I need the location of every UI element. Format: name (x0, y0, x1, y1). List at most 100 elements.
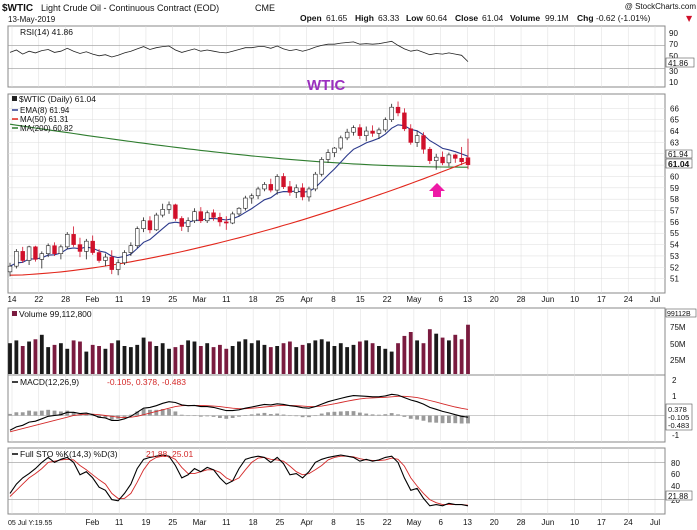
sto-k-line (9, 454, 469, 507)
candle-body (300, 187, 305, 198)
macd-histogram-bar (332, 411, 337, 416)
volume-bar (396, 343, 400, 374)
macd-histogram-bar (46, 409, 51, 416)
x-tick-label-bottom: Feb (85, 518, 99, 527)
candle-body (122, 252, 127, 264)
high-value: 63.33 (378, 13, 400, 23)
candle-body (96, 252, 102, 261)
macd-histogram-bar (383, 414, 388, 416)
volume-bar (415, 340, 420, 374)
macd-histogram-bar (262, 412, 267, 416)
macd-histogram-bar (300, 415, 305, 418)
candle-body (217, 217, 223, 223)
macd-histogram-bar (84, 414, 89, 416)
x-tick-label: 25 (168, 295, 177, 304)
sto-tick: 60 (671, 470, 680, 479)
rsi-value-tag-box (665, 57, 695, 68)
candle-body (160, 209, 165, 216)
x-tick-label: 8 (331, 295, 336, 304)
candle-body (440, 156, 445, 164)
volume-bar (313, 340, 318, 374)
volume-bar (97, 346, 101, 374)
volume-bar (466, 324, 470, 374)
volume-bar (408, 332, 413, 374)
macd-tag: -0.483 (668, 421, 689, 430)
candle-body (376, 129, 382, 134)
volume-bar (116, 340, 121, 374)
volume-bar (262, 344, 267, 374)
volume-bar (307, 343, 311, 374)
candle-body (351, 127, 356, 133)
candle-body (135, 228, 140, 247)
macd-histogram-bar (109, 415, 114, 420)
candle-body (249, 195, 254, 199)
chg-down-icon: ▼ (686, 14, 693, 23)
volume-bar (370, 343, 375, 374)
close-value: 61.04 (482, 13, 504, 23)
x-tick-label: 18 (249, 295, 258, 304)
price-tick: 66 (670, 104, 679, 113)
open-value: 61.65 (326, 13, 348, 23)
series-layer (7, 40, 665, 507)
macd-histogram-bar (141, 409, 146, 416)
sto-panel (7, 447, 666, 515)
candle-body (154, 214, 159, 231)
candle-body (14, 251, 19, 267)
macd-histogram-bar (287, 415, 292, 417)
volume-bar (459, 339, 464, 374)
candle-body (274, 176, 280, 191)
sto-value-tag: 21.88 (668, 492, 689, 501)
close-label: Close (455, 13, 478, 23)
volume-bar (243, 339, 248, 374)
rsi-label: RSI(14) 41.86 (20, 27, 73, 37)
macd-histogram-bar (256, 413, 260, 416)
volume-bar (84, 351, 89, 374)
rsi-tick: 10 (669, 78, 678, 87)
sto-values: 21.88, 25.01 (146, 449, 194, 459)
price-tick: 58 (670, 195, 679, 204)
volume-bar (39, 334, 44, 374)
arrow-up-icon (429, 183, 445, 197)
volume-bar (218, 344, 222, 374)
x-tick-label: 19 (142, 295, 151, 304)
x-tick-label-bottom: Mar (193, 518, 207, 527)
candle-body (421, 135, 426, 150)
volume-bar (287, 341, 292, 374)
macd-panel (7, 374, 666, 443)
x-tick-label-bottom: May (406, 518, 421, 527)
price-tick: 52 (670, 263, 679, 272)
volume-bar (345, 347, 350, 374)
rsi-tick: 70 (669, 40, 678, 49)
x-tick-label: Jun (541, 295, 554, 304)
price-tick: 65 (670, 116, 679, 125)
volume-bar (383, 348, 388, 374)
candle-body (306, 188, 312, 198)
candle-body (224, 221, 229, 224)
candle-body (115, 262, 121, 270)
candle-body (364, 130, 369, 136)
candle-body (33, 246, 38, 260)
sto-d-line (9, 455, 469, 506)
candle-body (204, 212, 210, 222)
macd-tick: 2 (672, 376, 677, 385)
candle-body (128, 245, 134, 253)
x-tick-label-bottom: 10 (570, 518, 579, 527)
x-tick-label-bottom: 6 (438, 518, 443, 527)
x-tick-label: 14 (8, 295, 17, 304)
candle-body (65, 234, 70, 248)
macd-histogram-bar (275, 413, 280, 416)
macd-values: -0.105, 0.378, -0.483 (107, 377, 186, 387)
x-axis-mid: 14 22 28 Feb 11 19 25 Mar 11 18 25 Apr 8 15 22 May 6 13 20… (8, 295, 661, 304)
macd-histogram-bar (357, 412, 362, 416)
volume-bar (300, 344, 305, 374)
candle-body (52, 245, 57, 254)
macd-histogram-bar (237, 415, 241, 417)
price-tick: 56 (670, 218, 679, 227)
candle-body (459, 158, 464, 163)
annotation-wtic: WTIC (307, 77, 345, 94)
volume-bar (8, 343, 12, 374)
macd-histogram-bar (243, 415, 248, 416)
price-tick: 60 (670, 172, 679, 181)
volume-bar (447, 340, 451, 374)
candle-body (287, 186, 293, 193)
